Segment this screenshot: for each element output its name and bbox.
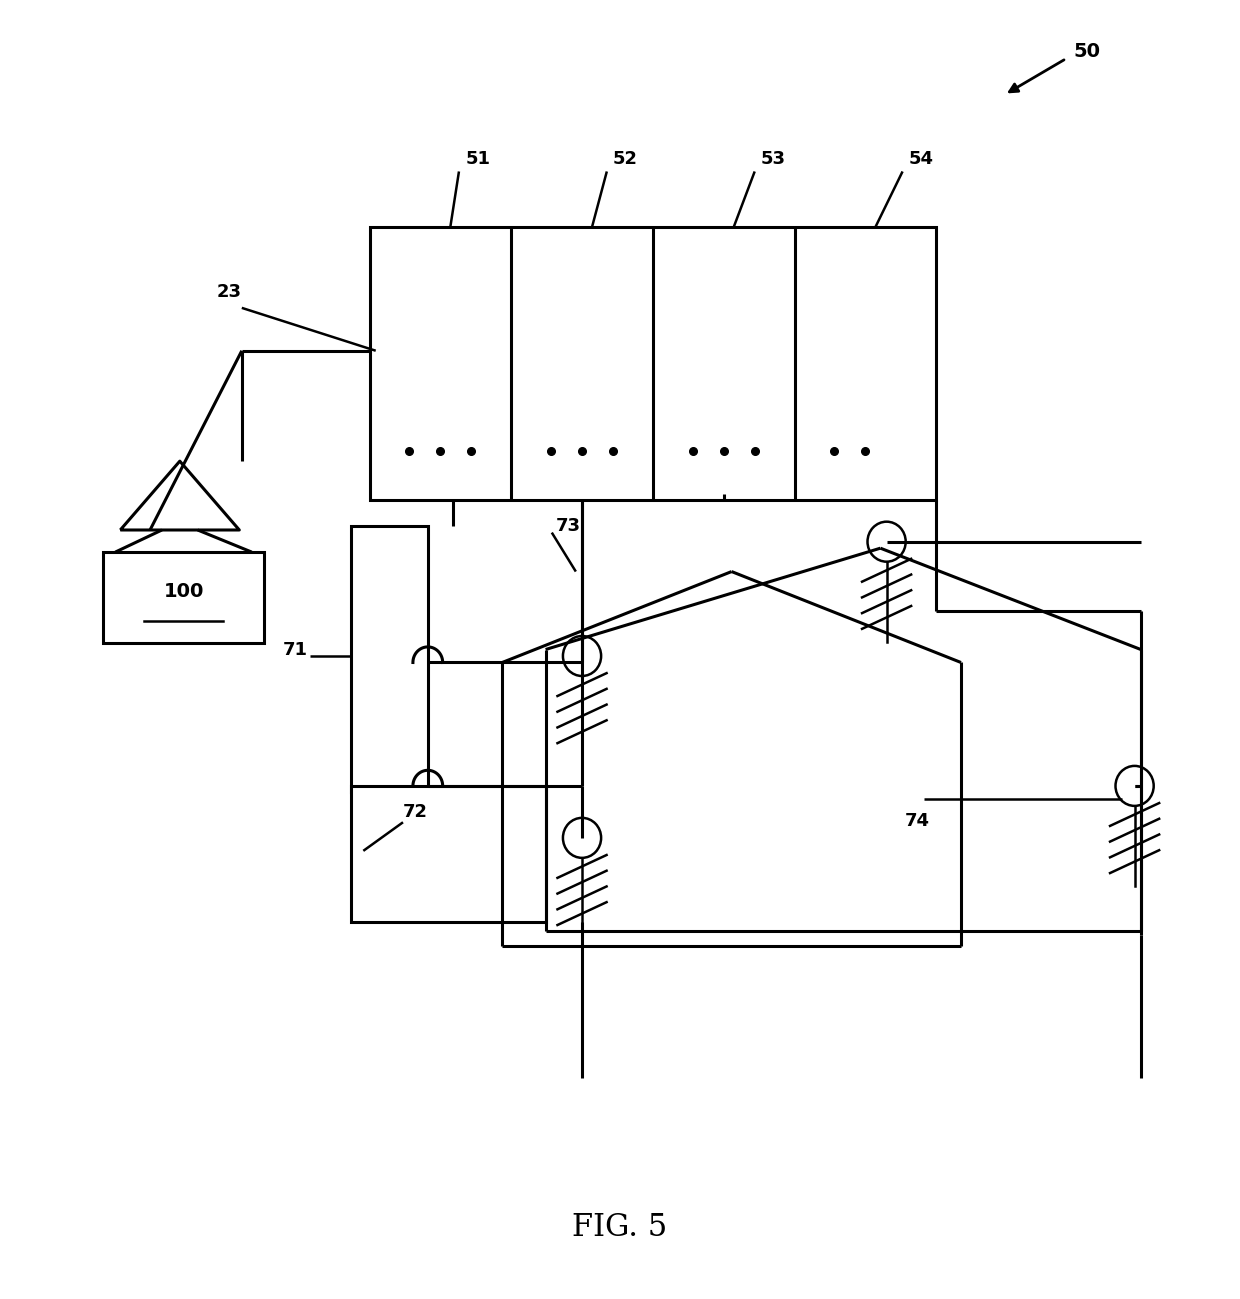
Bar: [351, 786, 546, 922]
Text: 100: 100: [164, 582, 203, 600]
Bar: [103, 552, 264, 643]
Text: 54: 54: [909, 149, 934, 168]
Text: FIG. 5: FIG. 5: [573, 1212, 667, 1243]
Text: 52: 52: [613, 149, 639, 168]
Text: 23: 23: [217, 283, 242, 301]
Text: 73: 73: [556, 517, 580, 535]
Text: 71: 71: [283, 640, 308, 659]
Text: 74: 74: [905, 812, 930, 830]
Bar: [351, 526, 428, 792]
Bar: [370, 227, 936, 500]
Text: 72: 72: [403, 803, 428, 821]
Text: 50: 50: [1074, 43, 1101, 61]
Text: 53: 53: [761, 149, 786, 168]
Text: 51: 51: [465, 149, 490, 168]
